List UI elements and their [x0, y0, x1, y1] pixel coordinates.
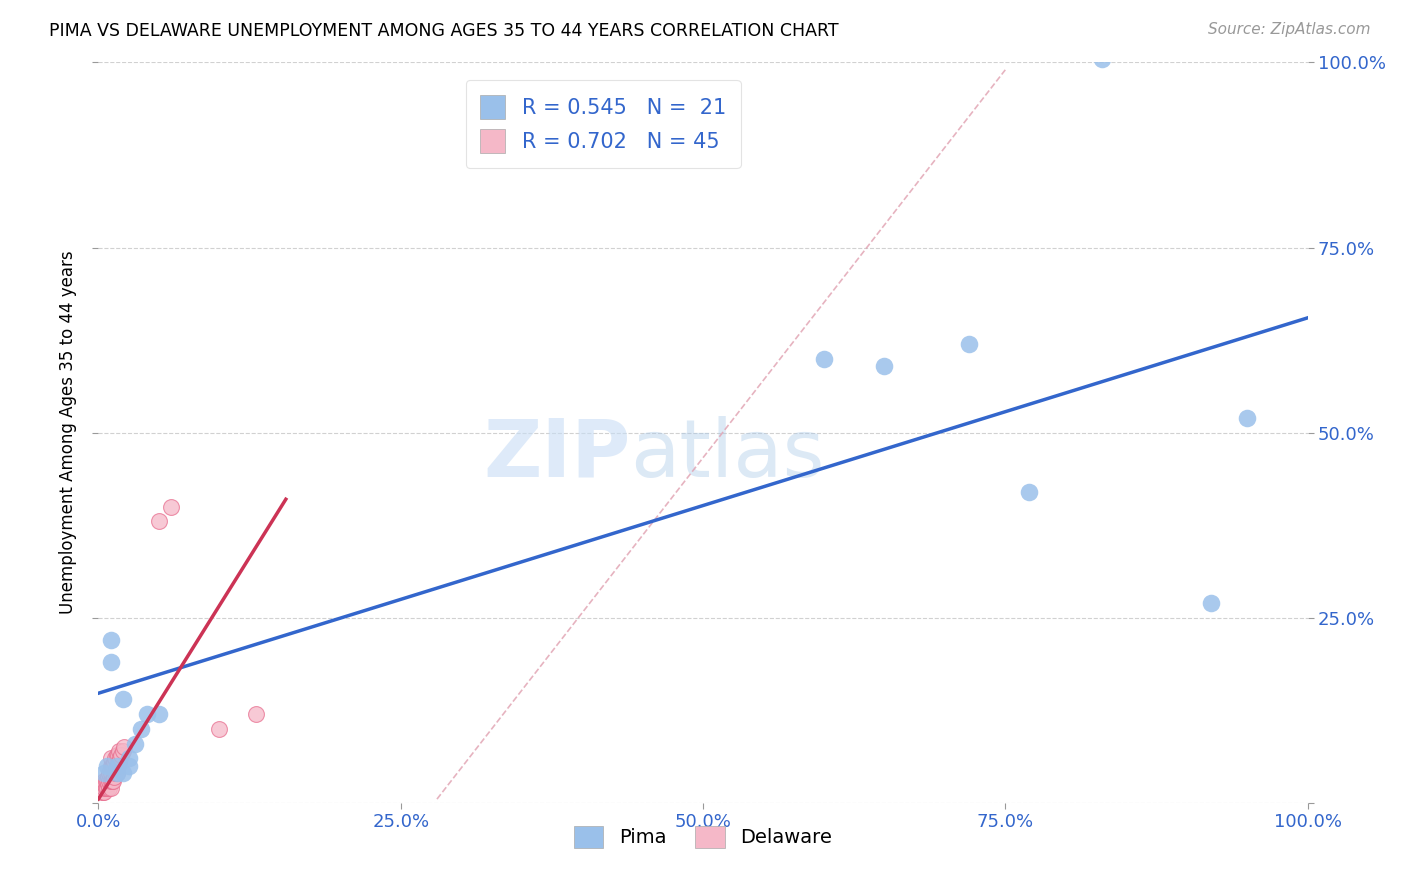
Point: [1236, 410, 1258, 425]
Point: [111, 692, 134, 706]
Point: [91, 785, 114, 799]
Point: [93, 777, 115, 791]
Point: [100, 758, 122, 772]
Point: [1199, 596, 1222, 610]
Point: [107, 747, 129, 762]
Point: [208, 722, 231, 736]
Text: PIMA VS DELAWARE UNEMPLOYMENT AMONG AGES 35 TO 44 YEARS CORRELATION CHART: PIMA VS DELAWARE UNEMPLOYMENT AMONG AGES…: [49, 22, 839, 40]
Point: [105, 758, 128, 772]
Point: [100, 758, 122, 772]
Text: Source: ZipAtlas.com: Source: ZipAtlas.com: [1208, 22, 1371, 37]
Point: [105, 758, 128, 772]
Point: [111, 766, 134, 780]
Point: [100, 655, 122, 669]
Point: [101, 758, 124, 772]
Point: [108, 755, 131, 769]
Point: [93, 766, 115, 780]
Point: [107, 758, 129, 772]
Point: [160, 500, 183, 514]
Point: [135, 706, 157, 721]
Point: [93, 785, 115, 799]
Point: [91, 785, 114, 799]
Point: [98, 766, 121, 780]
Point: [100, 766, 122, 780]
Point: [118, 758, 141, 772]
Point: [873, 359, 896, 373]
Point: [1091, 52, 1114, 66]
Point: [118, 751, 141, 765]
Point: [100, 751, 122, 765]
Y-axis label: Unemployment Among Ages 35 to 44 years: Unemployment Among Ages 35 to 44 years: [59, 251, 77, 615]
Point: [97, 777, 120, 791]
Point: [100, 773, 122, 788]
Point: [94, 773, 117, 788]
Point: [100, 632, 122, 647]
Point: [91, 777, 114, 791]
Point: [105, 766, 128, 780]
Point: [91, 780, 114, 795]
Point: [245, 706, 267, 721]
Text: ZIP: ZIP: [484, 416, 630, 494]
Point: [98, 773, 121, 788]
Point: [101, 773, 124, 788]
Point: [108, 744, 131, 758]
Point: [100, 773, 122, 788]
Point: [96, 758, 118, 772]
Point: [124, 737, 146, 751]
Point: [103, 755, 125, 769]
Point: [105, 747, 128, 762]
Point: [112, 740, 135, 755]
Point: [105, 766, 128, 780]
Point: [98, 780, 121, 795]
Legend: Pima, Delaware: Pima, Delaware: [567, 818, 839, 856]
Point: [957, 336, 980, 351]
Point: [110, 747, 132, 762]
Point: [108, 751, 131, 765]
Point: [94, 780, 117, 795]
Point: [148, 515, 170, 529]
Point: [129, 722, 152, 736]
Point: [103, 770, 125, 784]
Point: [104, 766, 127, 780]
Point: [93, 780, 115, 795]
Point: [148, 706, 170, 721]
Point: [96, 773, 118, 788]
Text: atlas: atlas: [630, 416, 825, 494]
Point: [93, 773, 115, 788]
Point: [1018, 484, 1040, 499]
Point: [97, 770, 120, 784]
Point: [100, 780, 122, 795]
Point: [96, 780, 118, 795]
Point: [813, 351, 835, 366]
Point: [104, 751, 127, 765]
Point: [111, 744, 134, 758]
